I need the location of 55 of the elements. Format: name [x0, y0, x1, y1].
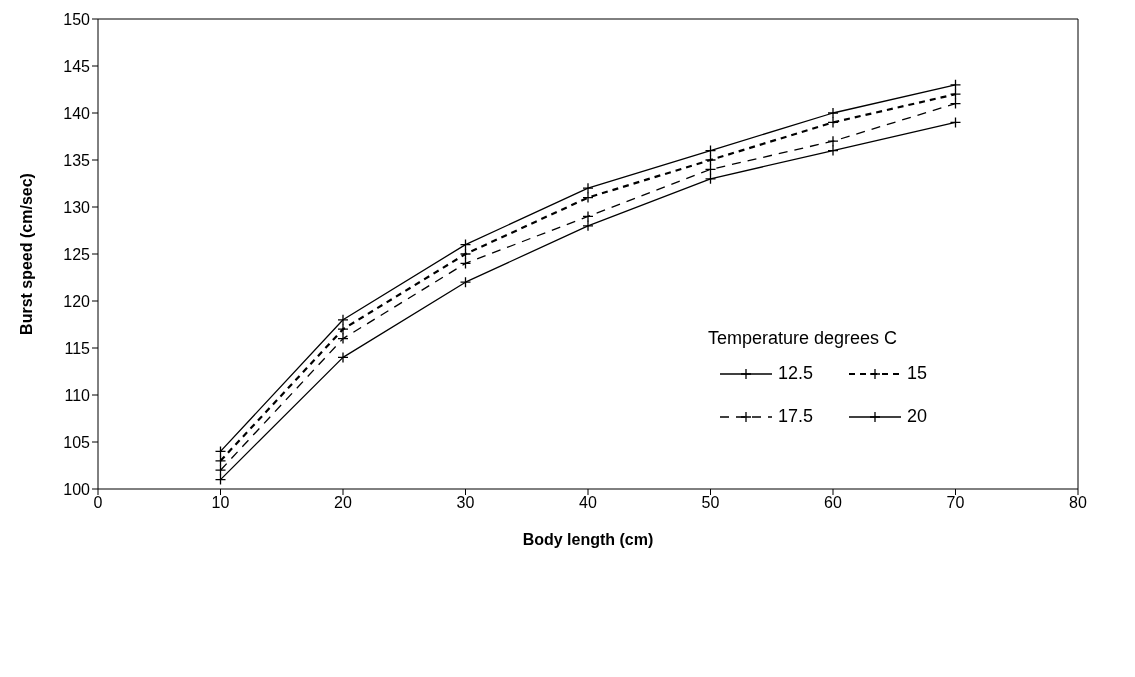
- x-tick-label: 10: [211, 494, 230, 512]
- point: [214, 473, 227, 486]
- y-tick-label: 105: [63, 433, 91, 451]
- y-tick-label: 140: [63, 104, 91, 122]
- point: [704, 154, 717, 166]
- point: [459, 276, 472, 288]
- point: [827, 144, 839, 157]
- point: [214, 445, 227, 458]
- y-tick-label: 135: [63, 151, 91, 169]
- y-tick-label: 145: [63, 57, 91, 75]
- y-tick-label: 115: [64, 339, 91, 357]
- point: [337, 351, 349, 364]
- point: [704, 144, 717, 157]
- y-tick-label: 150: [63, 10, 91, 28]
- point: [827, 116, 839, 129]
- point: [337, 332, 349, 345]
- y-tick-label: 120: [63, 292, 91, 310]
- y-tick-label: 110: [64, 386, 91, 404]
- legend-title: Temperature degrees C: [708, 328, 899, 349]
- legend-label: 15: [907, 363, 928, 384]
- x-axis-title: Body length (cm): [522, 531, 654, 548]
- x-tick-label: 50: [701, 494, 720, 512]
- point: [704, 163, 717, 176]
- x-tick-label: 80: [1069, 494, 1087, 512]
- point: [337, 323, 349, 335]
- legend-label: 17.5: [778, 406, 814, 427]
- y-tick-label: 130: [63, 198, 91, 216]
- point: [949, 116, 962, 129]
- point: [214, 455, 227, 467]
- legend-label: 12.5: [778, 363, 814, 384]
- x-tick-label: 20: [334, 494, 352, 512]
- x-tick-label: 0: [93, 494, 103, 512]
- point: [827, 107, 839, 119]
- point: [949, 88, 962, 100]
- point: [704, 173, 717, 185]
- point: [214, 464, 227, 476]
- point: [582, 182, 594, 194]
- point: [337, 314, 349, 326]
- x-tick-label: 40: [579, 494, 597, 512]
- x-tick-label: 70: [946, 494, 965, 512]
- y-tick-label: 125: [63, 245, 91, 263]
- point: [459, 248, 472, 260]
- legend-label: 20: [907, 406, 928, 427]
- point: [582, 191, 594, 204]
- point: [459, 257, 472, 270]
- y-axis-title: Burst speed (cm/sec): [17, 173, 35, 335]
- point: [582, 220, 594, 232]
- point: [582, 210, 594, 223]
- y-tick-label: 100: [63, 480, 91, 498]
- x-tick-label: 30: [456, 494, 475, 512]
- point: [949, 79, 962, 91]
- point: [949, 97, 962, 110]
- point: [827, 135, 839, 147]
- point: [459, 238, 472, 251]
- x-tick-label: 60: [824, 494, 842, 512]
